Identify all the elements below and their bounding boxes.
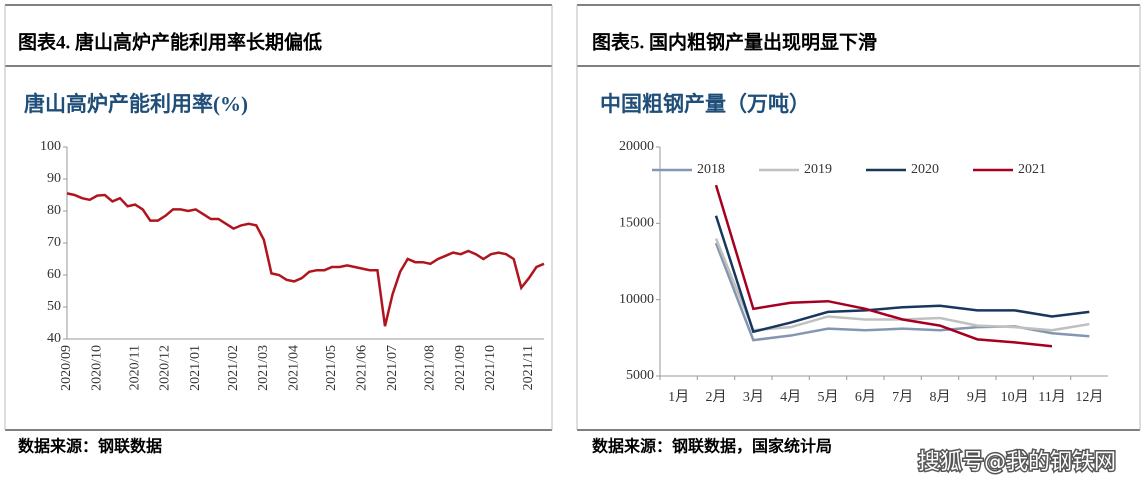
x-tick-label: 11月 (1038, 389, 1065, 405)
source: 数据来源：钢联数据，国家统计局 (592, 437, 832, 456)
x-tick-label: 10月 (1001, 389, 1029, 405)
x-tick-label: 2021/06 (355, 345, 370, 391)
series-line (66, 192, 545, 327)
x-tick-label: 2021/11 (521, 345, 536, 390)
x-tick-label: 2021/05 (324, 345, 339, 391)
x-tick-label: 2021/10 (483, 345, 498, 391)
x-tick-label: 2021/07 (385, 345, 400, 391)
x-tick-label: 2021/03 (256, 345, 271, 391)
x-tick-label: 2021/08 (423, 345, 438, 391)
x-tick-label: 7月 (892, 389, 913, 405)
legend-label: 2020 (911, 162, 939, 177)
y-tick-label: 90 (47, 171, 61, 186)
x-tick-label: 5月 (818, 389, 839, 405)
x-tick-label: 2021/01 (188, 345, 203, 391)
x-tick-label: 2020/12 (158, 345, 173, 391)
x-tick-label: 2021/04 (286, 345, 301, 391)
y-tick-label: 5000 (626, 368, 654, 383)
y-tick-label: 80 (47, 203, 61, 218)
x-tick-label: 2月 (706, 389, 727, 405)
y-tick-label: 50 (47, 299, 61, 314)
watermark: 搜狐号@我的钢铁网 (918, 450, 1116, 475)
y-tick-label: 40 (47, 331, 61, 346)
x-tick-label: 2021/09 (453, 345, 468, 391)
x-tick-label: 2021/02 (226, 345, 241, 391)
y-tick-label: 10000 (619, 292, 654, 307)
x-tick-label: 3月 (743, 389, 764, 405)
y-tick-label: 15000 (619, 216, 654, 231)
frame (4, 4, 1141, 431)
series-line (714, 238, 1090, 332)
chart-title: 唐山高炉产能利用率(%) (24, 92, 248, 116)
x-tick-label: 9月 (967, 389, 988, 405)
x-tick-label: 6月 (855, 389, 876, 405)
x-tick-label: 1月 (668, 389, 689, 405)
x-tick-label: 2020/11 (127, 345, 142, 390)
panel-header: 图表4. 唐山高炉产能利用率长期偏低 (18, 30, 322, 53)
x-tick-label: 4月 (780, 389, 801, 405)
legend-label: 2021 (1018, 162, 1046, 177)
source: 数据来源：钢联数据 (18, 437, 162, 456)
legend-label: 2018 (697, 162, 725, 177)
series-line (714, 242, 1090, 342)
chart-title: 中国粗钢产量（万吨） (600, 92, 810, 116)
x-tick-label: 12月 (1075, 389, 1103, 405)
series-line (714, 215, 1090, 334)
y-tick-label: 100 (40, 139, 61, 154)
legend-label: 2019 (804, 162, 832, 177)
y-tick-label: 70 (47, 235, 61, 250)
x-tick-label: 2020/09 (59, 345, 74, 391)
y-tick-label: 20000 (619, 139, 654, 154)
y-tick-label: 60 (47, 267, 61, 282)
series-line (714, 184, 1053, 348)
x-tick-label: 8月 (930, 389, 951, 405)
x-tick-label: 2020/10 (90, 345, 105, 391)
panel-header: 图表5. 国内粗钢产量出现明显下滑 (592, 30, 877, 53)
